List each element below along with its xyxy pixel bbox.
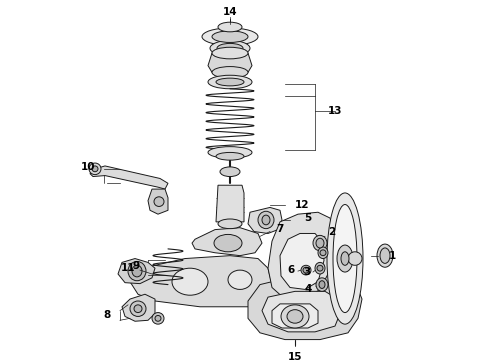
Ellipse shape xyxy=(132,265,142,277)
Ellipse shape xyxy=(313,235,327,251)
Text: 3: 3 xyxy=(303,267,311,277)
Text: 13: 13 xyxy=(328,106,342,116)
Ellipse shape xyxy=(315,262,325,274)
Polygon shape xyxy=(248,207,282,234)
Ellipse shape xyxy=(320,250,326,256)
Ellipse shape xyxy=(318,247,328,258)
Ellipse shape xyxy=(287,310,303,323)
Polygon shape xyxy=(192,228,262,256)
Ellipse shape xyxy=(337,245,353,272)
Ellipse shape xyxy=(214,234,242,252)
Ellipse shape xyxy=(202,28,258,45)
Ellipse shape xyxy=(210,41,250,56)
Polygon shape xyxy=(248,275,362,339)
Text: 2: 2 xyxy=(328,228,336,238)
Text: 6: 6 xyxy=(287,265,294,275)
Text: 11: 11 xyxy=(121,263,135,273)
Circle shape xyxy=(130,301,146,316)
Ellipse shape xyxy=(258,211,274,229)
Circle shape xyxy=(134,305,142,312)
Text: 10: 10 xyxy=(81,162,95,172)
Ellipse shape xyxy=(208,147,252,158)
Circle shape xyxy=(152,312,164,324)
Ellipse shape xyxy=(341,252,349,265)
Ellipse shape xyxy=(301,265,311,275)
Polygon shape xyxy=(272,304,318,328)
Ellipse shape xyxy=(317,265,323,271)
Polygon shape xyxy=(90,166,168,189)
Ellipse shape xyxy=(217,44,243,53)
Ellipse shape xyxy=(316,278,328,291)
Ellipse shape xyxy=(212,47,248,59)
Text: 8: 8 xyxy=(103,310,111,320)
Ellipse shape xyxy=(216,152,244,160)
Ellipse shape xyxy=(172,268,208,295)
Circle shape xyxy=(92,166,98,172)
Ellipse shape xyxy=(212,31,248,42)
Ellipse shape xyxy=(128,261,146,281)
Circle shape xyxy=(154,197,164,206)
Polygon shape xyxy=(122,294,155,321)
Polygon shape xyxy=(208,53,252,72)
Ellipse shape xyxy=(212,67,248,78)
Ellipse shape xyxy=(262,215,270,225)
Ellipse shape xyxy=(303,267,309,273)
Polygon shape xyxy=(280,234,324,289)
Text: 1: 1 xyxy=(389,251,395,261)
Ellipse shape xyxy=(327,193,363,324)
Ellipse shape xyxy=(333,204,357,312)
Polygon shape xyxy=(130,256,272,307)
Text: 4: 4 xyxy=(304,284,312,294)
Ellipse shape xyxy=(216,78,244,86)
Text: 15: 15 xyxy=(288,352,302,360)
Ellipse shape xyxy=(380,248,390,264)
Polygon shape xyxy=(118,258,155,284)
Text: 7: 7 xyxy=(276,224,284,234)
Ellipse shape xyxy=(319,281,325,288)
Ellipse shape xyxy=(208,75,252,89)
Ellipse shape xyxy=(348,252,362,265)
Ellipse shape xyxy=(377,244,393,267)
Text: 5: 5 xyxy=(304,213,312,223)
Ellipse shape xyxy=(218,219,242,229)
Text: 9: 9 xyxy=(132,261,140,271)
Ellipse shape xyxy=(316,238,324,248)
Circle shape xyxy=(155,315,161,321)
Text: 12: 12 xyxy=(295,199,309,210)
Polygon shape xyxy=(148,189,168,214)
Ellipse shape xyxy=(281,305,309,328)
Circle shape xyxy=(89,163,101,175)
Text: 14: 14 xyxy=(222,6,237,17)
Polygon shape xyxy=(268,212,334,299)
Ellipse shape xyxy=(228,270,252,289)
Polygon shape xyxy=(216,185,244,222)
Ellipse shape xyxy=(218,22,242,32)
Polygon shape xyxy=(262,291,340,332)
Ellipse shape xyxy=(220,167,240,176)
